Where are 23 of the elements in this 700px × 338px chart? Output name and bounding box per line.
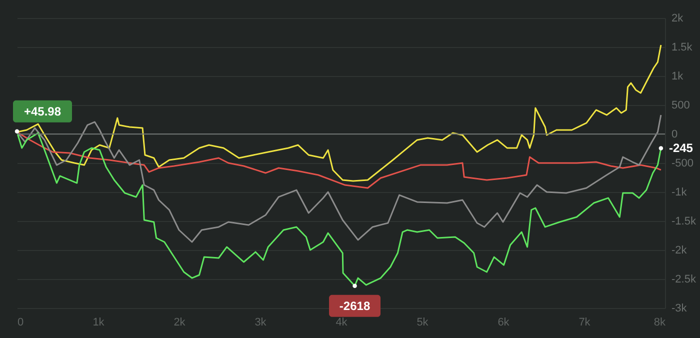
x-tick-label: 7k bbox=[578, 316, 591, 328]
annotation: -2618 bbox=[339, 298, 370, 313]
y-tick-label: -2k bbox=[672, 244, 688, 256]
x-tick-label: 5k bbox=[416, 316, 429, 328]
y-tick-label: -2.5k bbox=[672, 274, 696, 286]
x-tick-label: 6k bbox=[498, 316, 510, 328]
x-tick-label: 4k bbox=[336, 316, 348, 328]
y-tick-label: 0 bbox=[672, 128, 678, 140]
x-tick-label: 2k bbox=[174, 316, 186, 328]
x-tick-label: 0 bbox=[18, 316, 24, 328]
y-tick-label: -500 bbox=[672, 158, 694, 170]
y-tick-label: -1.5k bbox=[672, 216, 696, 228]
x-tick-label: 8k bbox=[654, 316, 666, 328]
y-tick-label: 1k bbox=[672, 70, 684, 82]
y-tick-label: 500 bbox=[672, 100, 690, 112]
x-tick-label: 3k bbox=[254, 316, 267, 328]
x-tick-label: 1k bbox=[92, 316, 105, 328]
y-tick-label: -1k bbox=[672, 186, 688, 198]
annotation: +45.98 bbox=[24, 104, 62, 118]
annotation: -245 bbox=[668, 141, 694, 156]
y-tick-label: 2k bbox=[672, 12, 684, 24]
y-tick-label: -3k bbox=[672, 302, 688, 314]
y-tick-label: 1.5k bbox=[672, 42, 693, 54]
